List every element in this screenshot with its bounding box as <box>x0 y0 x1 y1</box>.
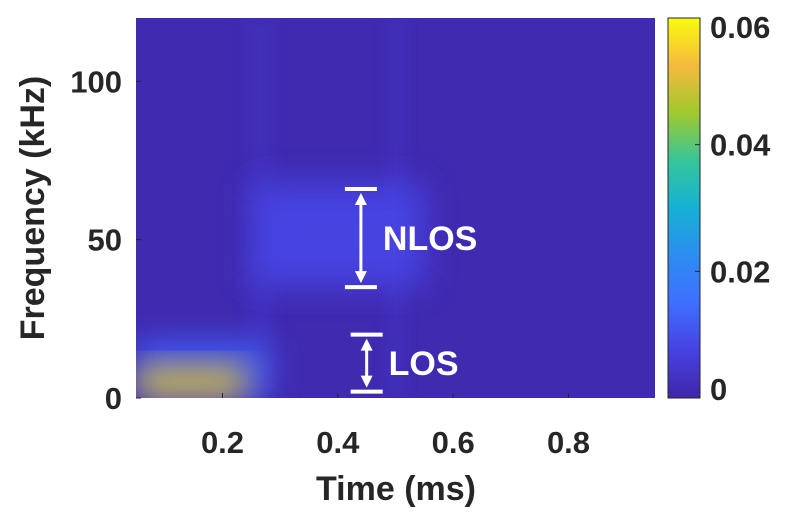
annotation-label: NLOS <box>383 220 477 258</box>
annotation-los: LOS <box>350 332 459 394</box>
y-tick-label: 0 <box>105 381 122 416</box>
annotations: NLOS LOS <box>344 187 477 394</box>
annotation-arrowhead <box>354 193 367 205</box>
colorbar: 0 0.02 0.04 0.06 <box>667 10 771 407</box>
colorbar-tick-label: 0.04 <box>710 128 771 163</box>
annotation-nlos: NLOS <box>344 187 477 290</box>
annotation-arrowhead <box>360 338 373 351</box>
x-axis-ticks: 0.2 0.4 0.6 0.8 <box>201 393 590 460</box>
colorbar-ticks: 0 0.02 0.04 0.06 <box>695 10 771 407</box>
y-axis-ticks: 0 50 100 <box>70 64 141 416</box>
colorbar-tick-label: 0.02 <box>710 254 770 289</box>
heatmap-region <box>136 366 246 398</box>
colorbar-scale <box>667 17 701 399</box>
colorbar-tick-label: 0.06 <box>710 10 770 45</box>
heatmap-regions <box>136 18 425 398</box>
y-axis-label: Frequency (kHz) <box>14 76 52 341</box>
y-tick-label: 50 <box>88 223 122 258</box>
colorbar-tick-label: 0 <box>710 372 727 407</box>
y-tick-label: 100 <box>70 64 122 99</box>
annotation-arrowhead <box>360 375 373 388</box>
x-tick-label: 0.2 <box>201 425 244 460</box>
x-tick-label: 0.8 <box>547 425 590 460</box>
plot-area: NLOS LOS <box>136 18 655 398</box>
annotation-arrowhead <box>354 271 367 284</box>
annotation-label: LOS <box>389 345 459 383</box>
heatmap-region <box>251 182 425 288</box>
x-axis-label: Time (ms) <box>316 470 476 508</box>
x-tick-label: 0.6 <box>432 425 475 460</box>
x-tick-label: 0.4 <box>316 425 360 460</box>
